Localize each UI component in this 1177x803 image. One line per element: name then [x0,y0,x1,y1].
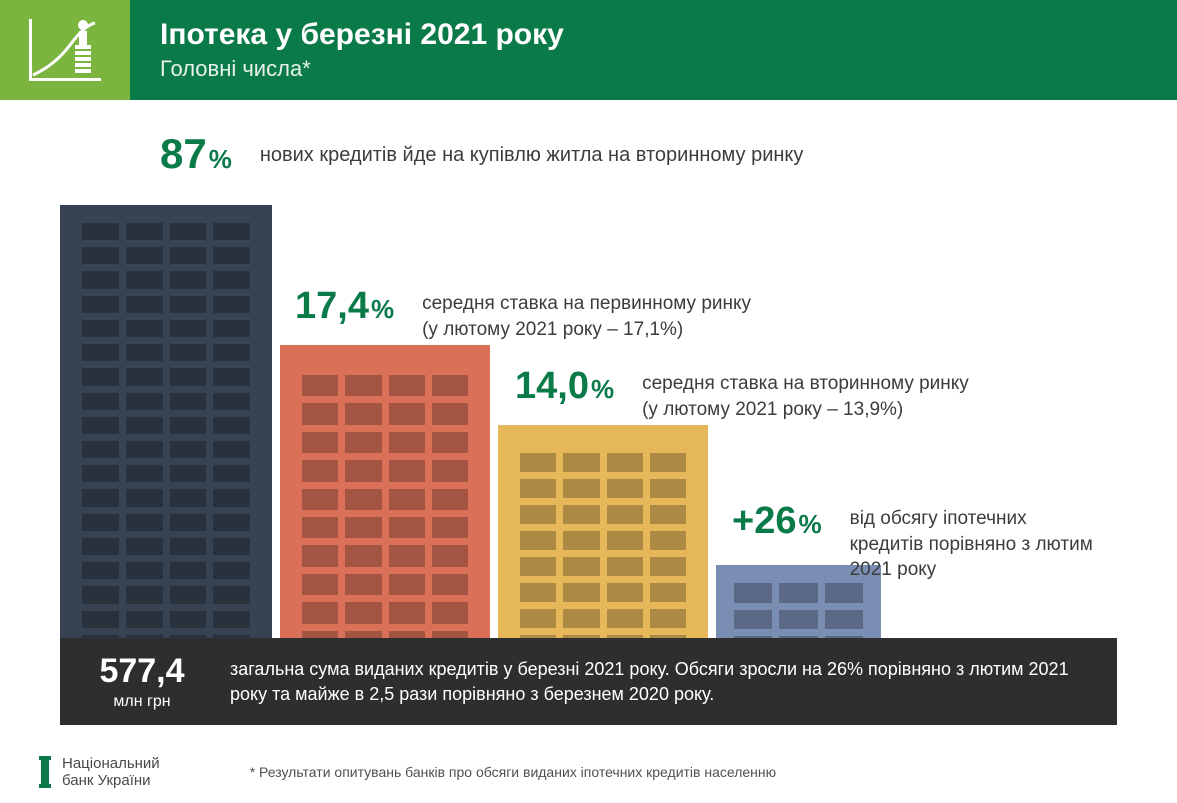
page-title: Іпотека у березні 2021 року [160,18,1147,52]
building-1-windows [82,223,250,652]
page-subtitle: Головні числа* [160,56,1147,82]
stat-1-text: нових кредитів йде на купівлю житла на в… [260,142,804,169]
stat-row-4: +26 % від обсягу іпотечних кредитів порі… [732,500,1100,583]
nbu-logo: Національний банк України [36,755,160,790]
stat-2-text: середня ставка на первинному ринку (у лю… [422,291,751,342]
footer: Національний банк України * Результати о… [36,755,1177,790]
stat-row-2: 17,4 % середня ставка на первинному ринк… [295,285,751,342]
stat-3-value: 14,0 % [515,365,614,408]
nbu-org-name: Національний банк України [62,755,160,790]
building-2-windows [302,375,468,652]
building-2 [280,345,490,670]
building-3-windows [520,453,686,654]
content-area: 87 % нових кредитів йде на купівлю житла… [0,100,1177,178]
buildings-chart: 17,4 % середня ставка на первинному ринк… [60,205,1117,670]
growth-chart-icon [25,15,105,85]
header-icon-box [0,0,130,100]
stat-1-value: 87 % [160,130,232,178]
stat-row-3: 14,0 % середня ставка на вторинному ринк… [515,365,969,422]
summary-text: загальна сума виданих кредитів у березні… [230,657,1095,706]
stat-row-1: 87 % нових кредитів йде на купівлю житла… [160,130,1117,178]
stat-2-value: 17,4 % [295,285,394,328]
stat-4-value: +26 % [732,500,822,543]
stat-3-text: середня ставка на вторинному ринку (у лю… [642,371,969,422]
footnote-text: * Результати опитувань банків про обсяги… [250,764,776,780]
stat-4-text: від обсягу іпотечних кредитів порівняно … [850,506,1100,583]
summary-value-block: 577,4 млн грн [82,652,202,711]
building-1 [60,205,272,670]
nbu-column-icon [36,756,54,788]
summary-bar: 577,4 млн грн загальна сума виданих кред… [60,638,1117,725]
summary-value: 577,4 [82,652,202,691]
header-title-box: Іпотека у березні 2021 року Головні числ… [130,0,1177,100]
building-3 [498,425,708,670]
header: Іпотека у березні 2021 року Головні числ… [0,0,1177,100]
summary-unit: млн грн [82,693,202,711]
